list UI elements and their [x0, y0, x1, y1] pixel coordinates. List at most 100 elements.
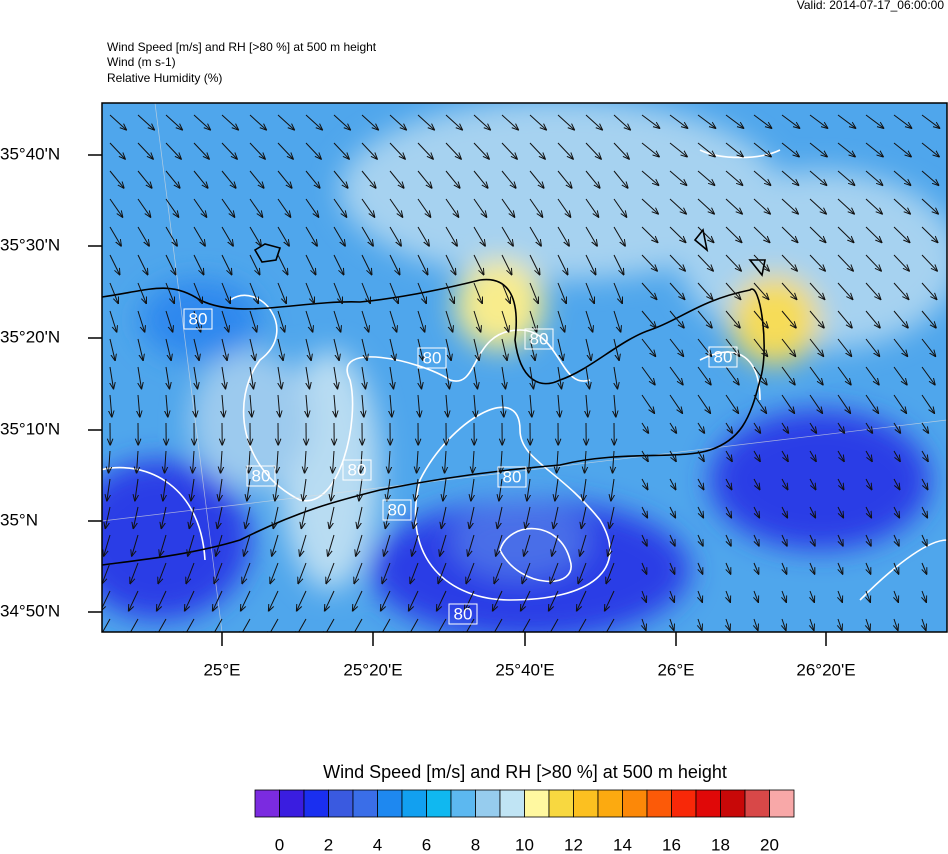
- wind-arrow: [165, 282, 174, 303]
- wind-arrow: [272, 534, 279, 556]
- wind-arrow: [865, 254, 881, 271]
- wind-arrow: [193, 226, 205, 246]
- wind-arrow: [389, 226, 401, 246]
- wind-arrow: [188, 534, 195, 556]
- wind-arrow: [193, 310, 201, 332]
- wind-arrow: [446, 394, 448, 417]
- wind-arrow: [893, 366, 907, 385]
- wind-arrow: [305, 282, 314, 303]
- wind-arrow: [493, 590, 503, 611]
- wind-arrow: [379, 618, 391, 632]
- wind-arrow: [697, 142, 715, 157]
- wind-arrow: [410, 562, 419, 584]
- wind-arrow: [129, 590, 139, 611]
- wind-arrow: [222, 394, 224, 417]
- wind-arrow: [529, 226, 541, 246]
- wind-arrow: [837, 114, 856, 128]
- wind-arrow: [697, 226, 714, 242]
- wind-arrow: [473, 226, 485, 246]
- wind-arrow: [417, 170, 432, 188]
- wind-arrow: [585, 282, 594, 303]
- colorbar-tick-label: 6: [422, 835, 431, 854]
- contour-label-box: [497, 466, 527, 488]
- wind-arrow: [525, 506, 531, 528]
- wind-arrow: [529, 198, 543, 217]
- wind-arrow: [361, 282, 370, 303]
- wind-arrow: [417, 198, 431, 217]
- wind-arrow: [109, 114, 126, 130]
- wind-arrow: [104, 534, 111, 556]
- wind-arrow: [670, 534, 675, 546]
- wind-arrow: [641, 114, 660, 128]
- wind-arrow: [333, 142, 349, 159]
- wind-arrow: [753, 254, 769, 271]
- wind-arrow: [581, 506, 587, 528]
- wind-arrow: [445, 198, 459, 217]
- wind-arrow: [557, 254, 568, 275]
- wind-arrow: [893, 170, 911, 185]
- wind-arrow: [165, 226, 177, 246]
- wind-arrow: [249, 142, 265, 159]
- wind-arrow: [669, 114, 688, 128]
- wind-arrow: [893, 198, 910, 214]
- wind-arrow: [894, 534, 899, 546]
- wind-arrow: [893, 450, 900, 461]
- wind-vectors: [102, 114, 939, 632]
- wind-arrow: [165, 450, 166, 473]
- wind-arrow: [409, 590, 419, 611]
- wind-arrow: [753, 422, 760, 433]
- wind-arrow: [893, 254, 909, 271]
- wind-arrow: [810, 618, 814, 630]
- wind-arrow: [277, 114, 294, 130]
- wind-arrow: [137, 114, 154, 130]
- wind-arrow: [753, 198, 770, 214]
- contour-label: 80: [388, 500, 407, 519]
- wind-arrow: [893, 114, 912, 128]
- wind-arrow: [781, 170, 799, 185]
- wind-arrow: [185, 590, 195, 611]
- wind-arrow: [501, 226, 513, 246]
- contour-label: 80: [530, 329, 549, 348]
- wind-arrow: [250, 366, 253, 389]
- wind-arrow: [865, 422, 872, 433]
- wind-arrow: [109, 198, 123, 217]
- wind-arrow: [921, 478, 928, 490]
- wind-arrow: [642, 590, 646, 602]
- wind-arrow: [440, 534, 447, 556]
- wind-arrow: [781, 338, 796, 356]
- wind-arrow: [608, 534, 615, 556]
- wind-arrow: [669, 366, 683, 385]
- wind-arrow: [501, 310, 509, 332]
- contour-label-box: [342, 459, 372, 481]
- wind-arrow: [641, 338, 656, 356]
- wind-arrow: [194, 394, 196, 417]
- wind-arrow: [809, 310, 824, 328]
- wind-arrow: [305, 170, 320, 188]
- wind-arrow: [137, 226, 149, 246]
- wind-arrow: [697, 394, 710, 413]
- wind-arrow: [211, 618, 223, 632]
- wind-arrow: [669, 422, 676, 433]
- wind-arrow: [725, 282, 741, 299]
- wind-arrow: [132, 534, 139, 556]
- wind-arrow: [585, 114, 602, 130]
- wind-arrow: [437, 590, 447, 611]
- wind-arrow: [270, 562, 279, 584]
- colorbar-swatch: [524, 789, 550, 818]
- wind-arrow: [217, 506, 223, 528]
- wind-arrow: [809, 114, 828, 128]
- wind-arrow: [809, 394, 822, 413]
- lat-label: 34°50'N: [0, 601, 60, 620]
- contour-label-box: [246, 465, 276, 487]
- wind-arrow: [133, 506, 139, 528]
- wind-arrow: [362, 394, 364, 417]
- graticule: [102, 103, 947, 632]
- wind-arrow: [529, 114, 546, 130]
- wind-arrow: [474, 366, 477, 389]
- wind-arrow: [586, 394, 588, 417]
- wind-arrow: [603, 618, 615, 632]
- wind-arrow: [613, 338, 619, 360]
- wind-arrow: [669, 338, 684, 356]
- wind-arrow: [781, 282, 797, 299]
